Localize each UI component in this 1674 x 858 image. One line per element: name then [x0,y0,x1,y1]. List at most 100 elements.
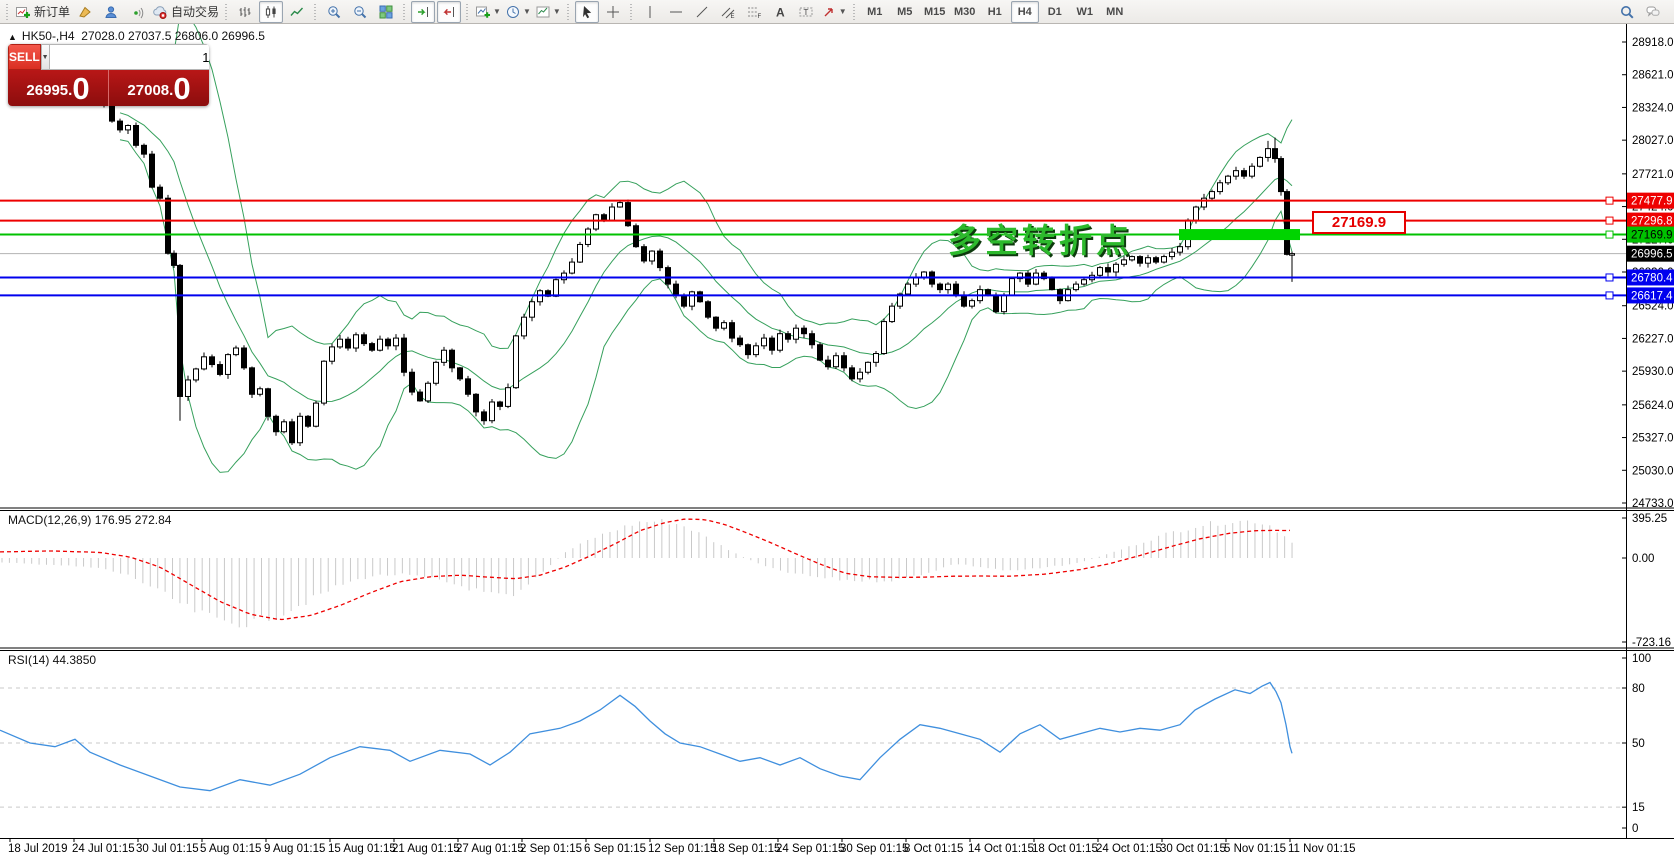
volume-decrease-button[interactable]: ▼ [40,44,50,70]
macd-indicator-label: MACD(12,26,9) 176.95 272.84 [8,513,172,527]
candle [117,120,123,131]
signals-button[interactable] [125,1,149,23]
tf-m30-button[interactable]: M30 [951,1,979,23]
arrows-button[interactable]: ▼ [820,1,848,23]
text-button[interactable]: A [768,1,792,23]
candle [265,388,271,417]
time-axis-label: 18 Sep 01:15 [712,843,780,855]
buy-price-display[interactable]: 27008. 0 [109,70,209,106]
bar-chart-button[interactable] [233,1,257,23]
toolbar: 新订单 自动交易 ▼ ▼ ▼ E F A T ▼ M1 M5 M15 M30 H1 H4 D1 W1 MN [0,0,1674,24]
chevron-down-icon[interactable]: ▼ [522,7,531,16]
chat-button[interactable] [1641,1,1665,23]
periods-button[interactable]: ▼ [504,1,532,23]
tile-icon [379,5,393,18]
text-label-button[interactable]: T [794,1,818,23]
candle [297,415,303,444]
time-axis-label: 18 Jul 2019 [8,843,67,855]
templates-button[interactable]: ▼ [534,1,562,23]
time-axis-label: 6 Sep 01:15 [584,843,646,855]
ohlc-open: 27028.0 [81,29,125,43]
sell-button[interactable]: SELL [8,44,41,70]
tile-windows-button[interactable] [374,1,398,23]
candle [1201,197,1207,208]
price-axis-tick: 28324.0 [1632,102,1674,114]
price-level-chip: 27169.9 [1631,230,1673,242]
tf-w1-button[interactable]: W1 [1071,1,1099,23]
candle [1105,267,1111,273]
sell-price-display[interactable]: 26995. 0 [8,70,108,106]
sell-price-pips: 0 [72,71,90,106]
price-level-chip: 26996.5 [1631,249,1673,261]
price-axis-tick: 26227.0 [1632,333,1674,345]
volume-input[interactable] [49,44,209,70]
time-axis-label: 24 Jul 01:15 [72,843,135,855]
trendline-button[interactable] [690,1,714,23]
time-axis-label: 24 Sep 01:15 [776,843,844,855]
chevron-down-icon[interactable]: ▼ [493,7,501,16]
candle [1241,170,1247,177]
crosshair-button[interactable] [601,1,625,23]
indicators-button[interactable]: ▼ [474,1,502,23]
tf-m1-button[interactable]: M1 [861,1,889,23]
profile-icon [105,5,117,18]
svg-text:T: T [803,8,808,17]
candle [1121,259,1127,265]
crosshair-icon [606,5,619,18]
candle [601,214,607,221]
candle [1225,175,1231,184]
tf-d1-button[interactable]: D1 [1041,1,1069,23]
tf-h4-label: H4 [1017,5,1032,18]
candlestick-chart-button[interactable] [259,0,284,23]
candle [561,272,567,281]
search-button[interactable] [1615,1,1639,23]
arrows-icon [824,7,833,16]
candle [665,267,671,285]
chevron-down-icon[interactable]: ▼ [838,7,847,16]
horizontal-line-button[interactable] [664,1,688,23]
toolbar-grip [851,3,857,20]
candle [1233,170,1239,177]
tf-h1-button[interactable]: H1 [981,1,1009,23]
zoom-in-button[interactable] [322,1,346,23]
price-axis-tick: 25930.0 [1632,366,1674,378]
candle [321,360,327,404]
cursor-button[interactable] [574,0,599,23]
vertical-line-button[interactable] [638,1,662,23]
candle [897,293,903,307]
chart-shift-button[interactable] [437,0,462,23]
tf-m15-button[interactable]: M15 [921,1,949,23]
candle [569,261,575,274]
auto-scroll-button[interactable] [411,0,436,23]
candle [1177,246,1183,253]
symbol-period-label: HK50-,H4 [21,29,75,43]
fibo-icon: F [747,7,761,20]
autotrading-button[interactable]: 自动交易 [151,1,220,23]
equidistant-channel-button[interactable]: E [716,1,740,23]
fibonacci-button[interactable]: F [742,1,766,23]
macd-axis-tick: -723.16 [1632,637,1671,649]
market-watch-button[interactable] [99,1,123,23]
candle [1009,278,1015,296]
tf-h4-button[interactable]: H4 [1010,0,1039,23]
new-order-button[interactable]: 新订单 [14,1,71,23]
new-order-icon [16,6,30,18]
chart-window-button[interactable] [73,1,97,23]
time-axis-label: 9 Aug 01:15 [264,843,325,855]
price-tag-label[interactable]: 27169.9 [1312,211,1406,234]
candle [465,378,471,395]
candle [841,355,847,369]
tf-mn-button[interactable]: MN [1101,1,1129,23]
price-axis-tick: 28027.0 [1632,135,1674,147]
zoom-out-button[interactable] [348,1,372,23]
panel-collapse-icon[interactable]: ▲ [8,32,17,42]
candle [125,124,131,131]
candle [177,264,183,397]
time-axis-label: 11 Nov 01:15 [1288,843,1356,855]
candle [745,344,751,356]
chevron-down-icon[interactable]: ▼ [552,7,561,16]
line-chart-button[interactable] [285,1,309,23]
tf-m5-button[interactable]: M5 [891,1,919,23]
